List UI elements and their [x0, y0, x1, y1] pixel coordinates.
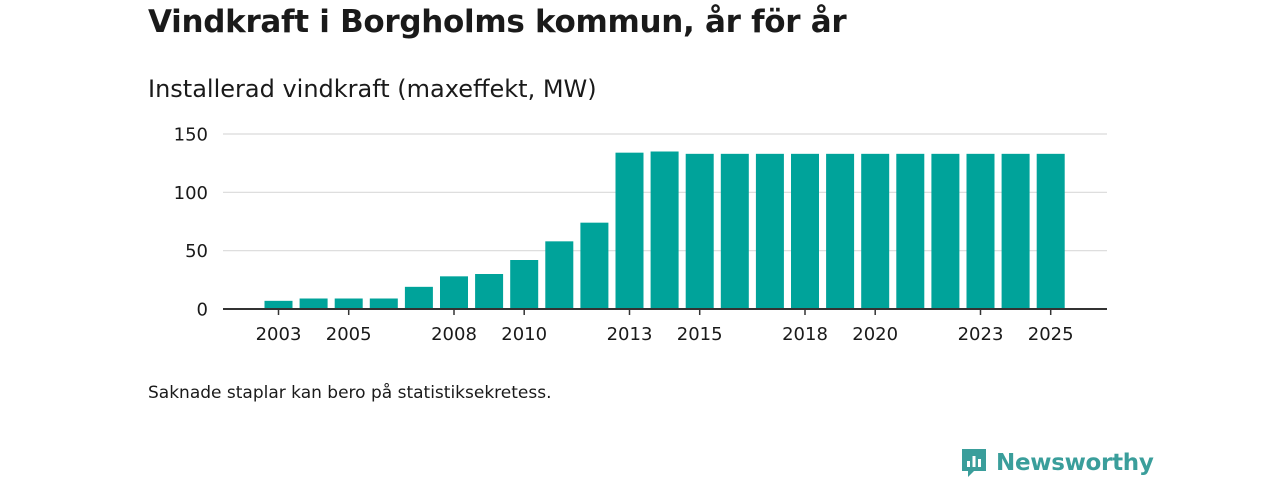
bar-2013: [615, 152, 644, 309]
bar-2019: [826, 153, 855, 309]
newsworthy-logo-icon: [962, 449, 986, 477]
bar-2005: [334, 298, 363, 309]
brand: Newsworthy: [960, 447, 1154, 479]
bar-2017: [755, 153, 784, 309]
bar-2009: [475, 274, 504, 309]
bar-2014: [650, 151, 679, 309]
y-tick-label: 50: [185, 241, 208, 262]
bar-chart: 0 50 100 150 2003 2005 2008 2010 2013 2015 2018 202…: [174, 125, 1107, 345]
x-tick-label: 2025: [1028, 324, 1074, 345]
bar-2011: [545, 241, 574, 309]
bar-2010: [510, 260, 539, 309]
x-tick-label: 2008: [431, 324, 477, 345]
bar-2006: [369, 298, 398, 309]
bar-2025: [1036, 153, 1065, 309]
y-tick-label: 150: [174, 125, 208, 146]
chart-subtitle: Installerad vindkraft (maxeffekt, MW): [148, 75, 597, 103]
bar-2008: [440, 276, 468, 309]
x-tick-label: 2023: [958, 324, 1004, 345]
x-tick-label: 2005: [326, 324, 372, 345]
x-tick-label: 2013: [607, 324, 653, 345]
y-tick-label: 0: [197, 300, 208, 321]
bar-2016: [720, 153, 749, 309]
bar-2003: [264, 300, 293, 309]
y-tick-label: 100: [174, 183, 208, 204]
footnote: Saknade staplar kan bero på statistiksek…: [148, 383, 552, 403]
bar-2015: [685, 153, 714, 309]
bar-2007: [404, 286, 433, 309]
bar-2012: [580, 222, 609, 309]
bar-2022: [931, 153, 960, 309]
chart-title: Vindkraft i Borgholms kommun, år för år: [148, 4, 847, 40]
bar-2023: [966, 153, 995, 309]
x-tick-label: 2020: [852, 324, 898, 345]
bar-2024: [1001, 153, 1030, 309]
x-tick-label: 2010: [501, 324, 547, 345]
bar-2021: [896, 153, 925, 309]
x-tick-label: 2003: [256, 324, 302, 345]
bar-2018: [791, 153, 819, 309]
bar-2004: [299, 298, 328, 309]
brand-name: Newsworthy: [996, 450, 1154, 476]
x-tick-label: 2015: [677, 324, 723, 345]
x-tick-label: 2018: [782, 324, 828, 345]
bar-2020: [861, 153, 890, 309]
